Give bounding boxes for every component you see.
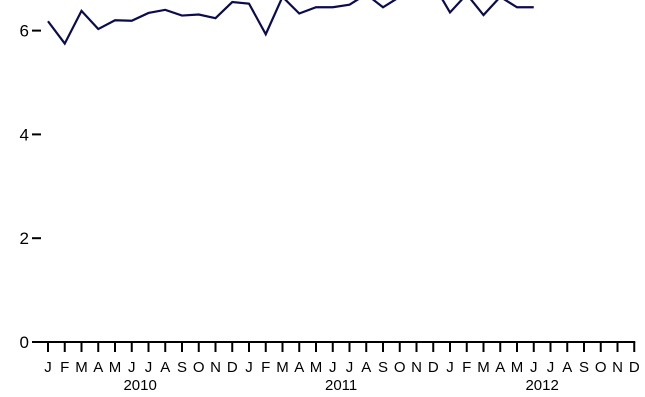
x-month-label: A xyxy=(160,359,170,376)
x-axis: J F M A M J J A S O N D J F M A M J J A S O N D J F M A M J J A S O N D2010… xyxy=(41,341,640,394)
x-month-label: A xyxy=(294,359,304,376)
x-month-label: M xyxy=(276,359,289,376)
y-tick-label: 0 xyxy=(20,333,29,352)
x-year-label: 2011 xyxy=(325,377,357,394)
x-month-label: S xyxy=(177,359,187,376)
plot-area xyxy=(47,0,534,46)
x-month-label: D xyxy=(428,359,439,376)
x-month-label: O xyxy=(595,359,607,376)
x-month-label: O xyxy=(193,359,205,376)
x-month-label: M xyxy=(477,359,490,376)
x-month-label: J xyxy=(329,359,337,376)
x-month-label: N xyxy=(210,359,221,376)
x-month-label: A xyxy=(562,359,572,376)
y-axis: 0 2 4 6 xyxy=(20,22,41,352)
x-month-label: M xyxy=(310,359,323,376)
x-month-label: F xyxy=(462,359,471,376)
x-month-label: N xyxy=(612,359,623,376)
x-month-label: O xyxy=(394,359,406,376)
y-tick-label: 2 xyxy=(20,229,29,248)
x-month-label: F xyxy=(60,359,69,376)
x-month-label: A xyxy=(495,359,505,376)
x-month-label: M xyxy=(109,359,122,376)
x-month-label: M xyxy=(511,359,524,376)
x-month-label: J xyxy=(530,359,538,376)
x-month-label: J xyxy=(245,359,253,376)
x-month-label: J xyxy=(128,359,136,376)
x-month-label: D xyxy=(629,359,640,376)
x-month-label: F xyxy=(261,359,270,376)
y-tick-label: 4 xyxy=(20,125,29,144)
x-month-label: J xyxy=(346,359,354,376)
x-year-label: 2010 xyxy=(123,377,156,394)
x-month-label: N xyxy=(411,359,422,376)
x-month-label: J xyxy=(547,359,555,376)
x-month-label: J xyxy=(44,359,52,376)
series-line xyxy=(47,0,534,46)
x-month-label: A xyxy=(361,359,371,376)
y-tick-label: 6 xyxy=(20,22,29,41)
x-month-label: A xyxy=(93,359,103,376)
x-month-label: J xyxy=(145,359,153,376)
x-month-label: S xyxy=(579,359,589,376)
x-month-label: M xyxy=(75,359,88,376)
x-month-label: J xyxy=(446,359,454,376)
x-month-label: S xyxy=(378,359,388,376)
x-year-label: 2012 xyxy=(525,377,558,394)
x-month-label: D xyxy=(227,359,238,376)
